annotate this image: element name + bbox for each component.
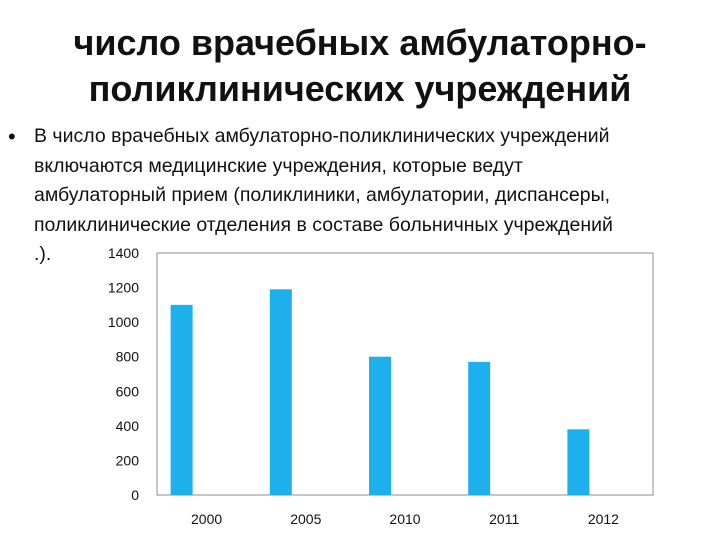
y-tick-label: 400 <box>116 418 140 434</box>
bullet-line: включаются медицинские учреждения, котор… <box>34 154 523 177</box>
plot-area <box>156 252 654 496</box>
y-tick-label: 600 <box>116 383 140 399</box>
slide-title-line: число врачебных амбулаторно- <box>73 22 647 63</box>
x-tick-label: 2011 <box>489 511 519 527</box>
y-tick-label: 1400 <box>108 245 139 261</box>
slide-title-line: поликлинических учреждений <box>88 68 632 109</box>
x-tick-label: 2010 <box>389 511 420 527</box>
y-tick-label: 1200 <box>108 280 139 296</box>
x-tick-label: 2012 <box>588 511 619 527</box>
bullet-icon: • <box>8 124 16 149</box>
x-tick-label: 2005 <box>290 511 321 527</box>
bar <box>269 289 292 495</box>
bullet-paragraph: • В число врачебных амбулаторно-поликлин… <box>8 122 708 270</box>
y-tick-label: 800 <box>116 349 140 365</box>
y-tick-label: 200 <box>116 452 140 468</box>
bar <box>369 356 391 495</box>
y-tick-label: 0 <box>131 487 139 503</box>
x-tick-label: 2000 <box>191 511 222 527</box>
bullet-line: .). <box>34 243 52 265</box>
bullet-line: амбулаторный прием (поликлиники, амбулат… <box>34 184 611 206</box>
bar <box>468 361 491 495</box>
bullet-line: поликлинические отделения в составе боль… <box>34 213 613 236</box>
slide-title: число врачебных амбулаторно- поликлиниче… <box>40 20 680 112</box>
bar <box>567 429 590 495</box>
bar <box>170 304 193 495</box>
bullet-line: В число врачебных амбулаторно-поликлинич… <box>34 125 610 147</box>
y-tick-label: 1000 <box>108 314 139 330</box>
